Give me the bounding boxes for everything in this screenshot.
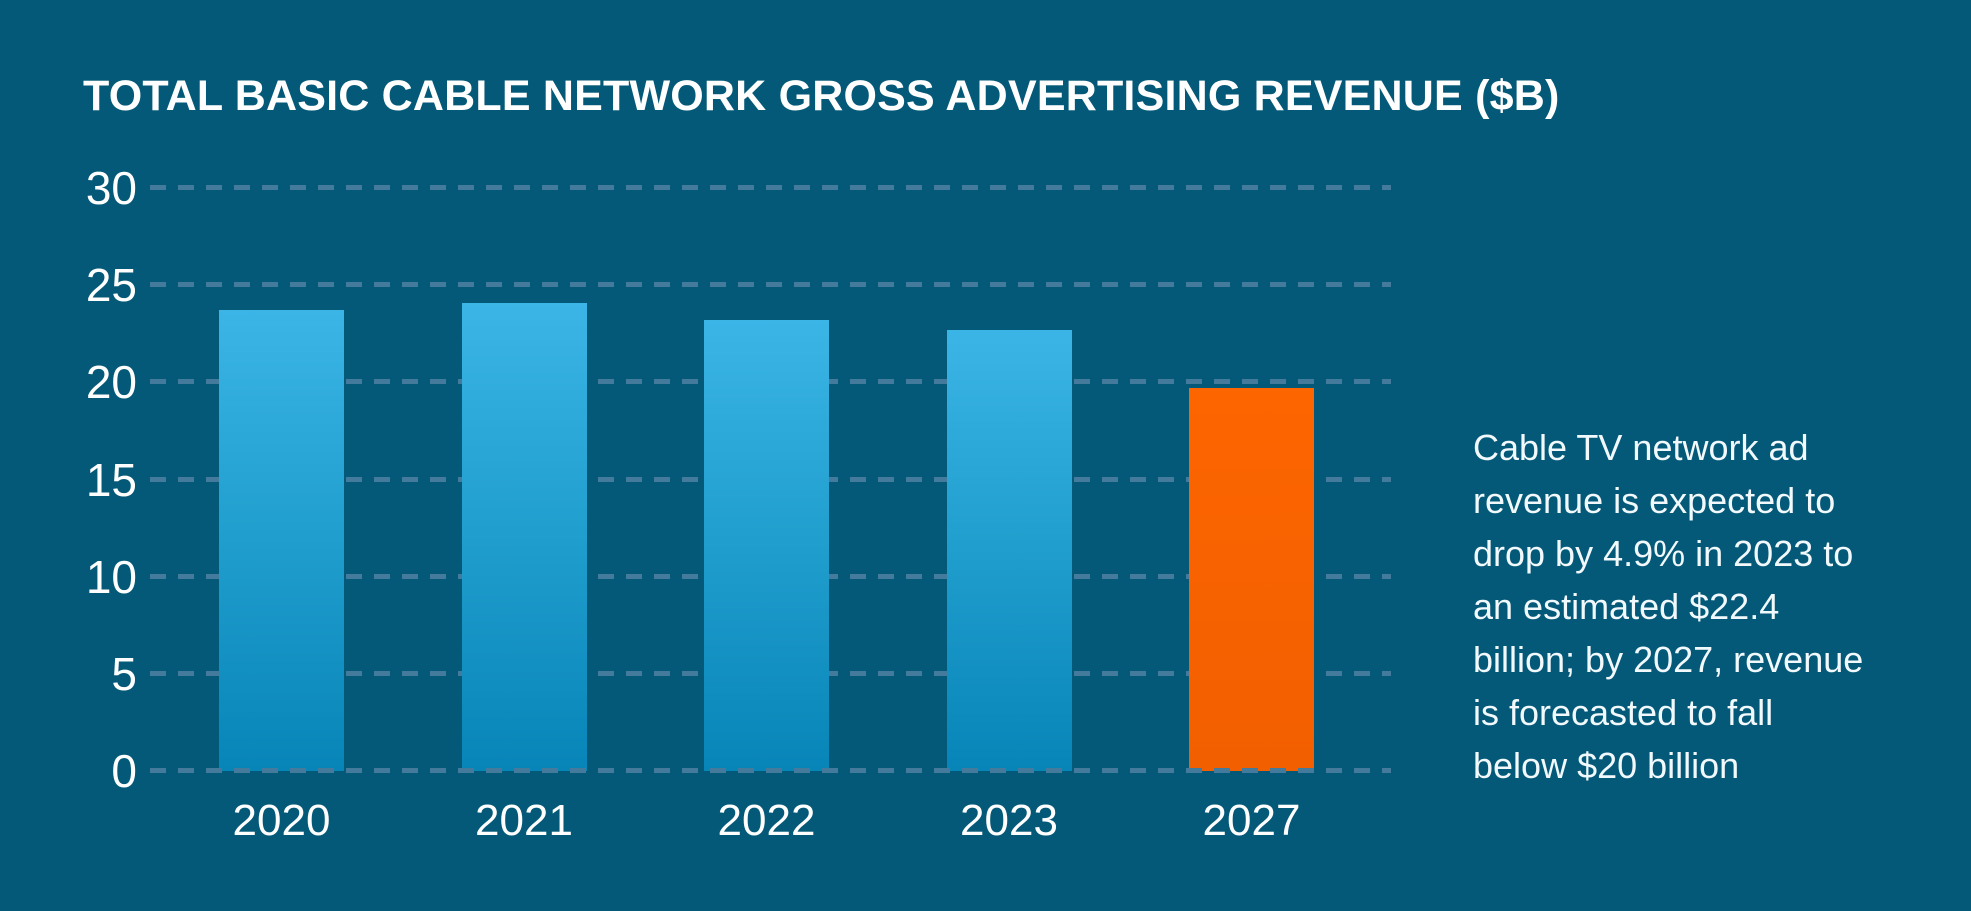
annotation-line-3: drop by 4.9% in 2023 to: [1473, 533, 1854, 574]
annotation-text: Cable TV network ad revenue is expected t…: [1473, 421, 1913, 792]
y-axis-tick-0: 0: [111, 745, 137, 797]
annotation-line-5: billion; by 2027, revenue: [1473, 639, 1864, 680]
y-axis-tick-25: 25: [85, 259, 137, 312]
x-axis-label-2023: 2023: [960, 796, 1058, 845]
gridline-25: [150, 282, 1391, 288]
annotation-line-2: revenue is expected to: [1473, 480, 1836, 521]
annotation-line-7: below $20 billion: [1473, 745, 1740, 786]
x-axis-label-2022: 2022: [717, 796, 816, 845]
bar-2027: [1189, 388, 1314, 771]
annotation-line-4: an estimated $22.4: [1473, 586, 1780, 627]
baseline-gridline-overlay: [150, 768, 1391, 773]
gridline-30: [150, 185, 1391, 190]
bar-2022: [704, 320, 829, 771]
x-axis-label-2027: 2027: [1202, 796, 1301, 845]
y-axis-tick-10: 10: [85, 550, 137, 603]
y-axis-tick-30: 30: [85, 162, 137, 214]
annotation-line-1: Cable TV network ad: [1473, 427, 1809, 468]
y-axis-tick-15: 15: [85, 453, 137, 506]
x-axis-label-2021: 2021: [475, 796, 573, 845]
chart-title: TOTAL BASIC CABLE NETWORK GROSS ADVERTIS…: [83, 72, 1560, 120]
y-axis-tick-5: 5: [111, 647, 137, 700]
bar-2021: [461, 302, 587, 771]
annotation-line-6: is forecasted to fall: [1473, 692, 1774, 733]
bar-2020: [219, 310, 344, 771]
bar-2023: [946, 329, 1072, 771]
x-axis-label-2020: 2020: [232, 796, 331, 845]
y-axis-tick-20: 20: [85, 356, 137, 409]
